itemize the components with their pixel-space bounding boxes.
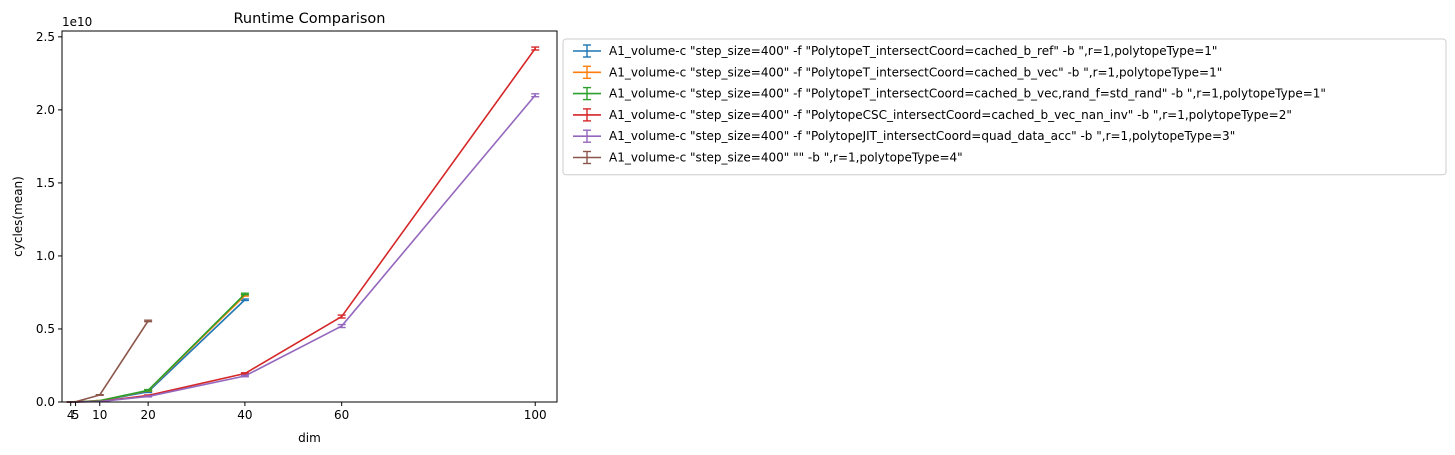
x-tick-label: 40 bbox=[237, 408, 252, 422]
series-2 bbox=[66, 293, 249, 403]
legend-item: A1_volume-c "step_size=400" "" -b ",r=1,… bbox=[573, 151, 963, 165]
ticks-layer: 45 10 20 40 60 100 0.0 0.5 1.0 1.5 2.0 2.5 bbox=[36, 30, 547, 422]
legend-item: A1_volume-c "step_size=400" -f "Polytope… bbox=[573, 87, 1326, 101]
series-line bbox=[70, 48, 536, 403]
series-3 bbox=[66, 292, 249, 403]
legend: A1_volume-c "step_size=400" -f "Polytope… bbox=[562, 38, 1447, 176]
series-4 bbox=[66, 46, 540, 403]
legend-label: A1_volume-c "step_size=400" -f "Polytope… bbox=[609, 129, 1235, 143]
x-tick-label: 20 bbox=[140, 408, 155, 422]
y-axis-label: cycles(mean) bbox=[11, 176, 25, 257]
legend-label: A1_volume-c "step_size=400" "" -b ",r=1,… bbox=[609, 151, 963, 165]
y-tick-label: 0.5 bbox=[36, 322, 55, 336]
legend-frame bbox=[562, 38, 1447, 176]
y-tick-label: 0.0 bbox=[36, 395, 55, 409]
series-line bbox=[70, 320, 149, 403]
y-tick-label: 1.0 bbox=[36, 249, 55, 263]
legend-item: A1_volume-c "step_size=400" -f "Polytope… bbox=[573, 108, 1292, 122]
x-tick-label: 10 bbox=[92, 408, 107, 422]
series-line bbox=[70, 299, 246, 403]
series-line bbox=[70, 294, 246, 403]
series-1 bbox=[66, 298, 249, 403]
x-tick-label: 60 bbox=[334, 408, 349, 422]
x-tick-label: 5 bbox=[72, 408, 80, 422]
legend-label: A1_volume-c "step_size=400" -f "Polytope… bbox=[609, 44, 1217, 58]
chart-title: Runtime Comparison bbox=[234, 11, 386, 27]
series-line bbox=[70, 94, 536, 403]
legend-label: A1_volume-c "step_size=400" -f "Polytope… bbox=[609, 65, 1222, 79]
y-axis-offset-label: 1e10 bbox=[62, 15, 92, 29]
series-layer bbox=[66, 46, 540, 403]
legend-item: A1_volume-c "step_size=400" -f "Polytope… bbox=[573, 129, 1235, 143]
x-tick-label: 100 bbox=[524, 408, 547, 422]
legend-item: A1_volume-c "step_size=400" -f "Polytope… bbox=[573, 44, 1217, 58]
legend-label: A1_volume-c "step_size=400" -f "Polytope… bbox=[609, 108, 1292, 122]
legend-item: A1_volume-c "step_size=400" -f "Polytope… bbox=[573, 65, 1222, 79]
x-tick-label: 4 bbox=[67, 408, 75, 422]
y-tick-label: 1.5 bbox=[36, 176, 55, 190]
y-tick-label: 2.0 bbox=[36, 103, 55, 117]
y-tick-label: 2.5 bbox=[36, 30, 55, 44]
plot-frame bbox=[61, 30, 558, 403]
series-line bbox=[70, 293, 246, 403]
series-6 bbox=[66, 319, 153, 403]
x-axis-label: dim bbox=[298, 431, 321, 445]
legend-label: A1_volume-c "step_size=400" -f "Polytope… bbox=[609, 87, 1326, 101]
